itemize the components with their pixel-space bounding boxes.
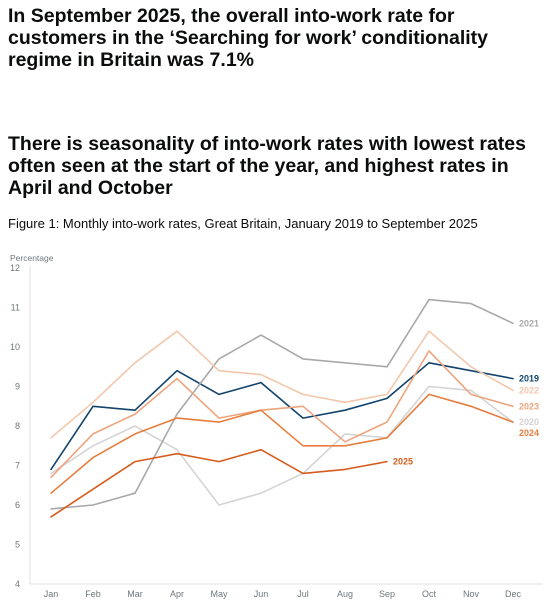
series-label-2021: 2021 <box>519 318 539 328</box>
axes: 4 5 6 7 8 9 10 11 12 Jan Feb Mar Apr May Jun Jul Aug Sep O… <box>10 263 543 599</box>
x-tick-label: Oct <box>422 589 437 599</box>
x-tick-label: Jun <box>254 589 269 599</box>
series-line-2019 <box>50 362 514 471</box>
y-tick-label: 12 <box>10 263 20 273</box>
y-tick-label: 11 <box>11 303 20 313</box>
y-tick-label: 9 <box>15 382 20 392</box>
y-tick-label: 7 <box>15 461 20 471</box>
series-lines <box>50 298 514 518</box>
figure-caption: Figure 1: Monthly into-work rates, Great… <box>8 216 478 231</box>
subheadline: There is seasonality of into-work rates … <box>8 133 526 199</box>
x-tick-label: Apr <box>170 589 184 599</box>
x-tick-label: Jan <box>44 589 59 599</box>
y-tick-label: 4 <box>15 579 20 589</box>
series-labels: 2019 2020 2021 2022 2023 2024 2025 <box>393 318 539 466</box>
series-line-2022 <box>50 330 514 439</box>
x-tick-label: Sep <box>379 589 395 599</box>
y-tick-label: 8 <box>15 421 20 431</box>
x-tick-label: Feb <box>85 589 101 599</box>
y-tick-label: 6 <box>15 500 20 510</box>
headline: In September 2025, the overall into-work… <box>8 5 489 71</box>
x-tick-label: Dec <box>505 589 522 599</box>
x-tick-label: Aug <box>337 589 353 599</box>
series-line-2021 <box>50 298 514 510</box>
line-chart: Percentage 4 5 6 7 8 9 10 11 12 Jan Feb Mar Apr May Ju… <box>10 253 543 599</box>
y-tick-label: 10 <box>10 342 20 352</box>
series-label-2022: 2022 <box>519 385 539 395</box>
series-label-2025: 2025 <box>393 457 413 467</box>
series-line-2023 <box>50 350 514 479</box>
series-label-2024: 2024 <box>519 428 539 438</box>
x-tick-label: May <box>210 589 228 599</box>
x-tick-label: Mar <box>127 589 143 599</box>
y-tick-label: 5 <box>15 540 20 550</box>
series-label-2020: 2020 <box>519 417 539 427</box>
series-line-2020 <box>50 385 514 506</box>
series-line-2025 <box>50 448 388 518</box>
y-axis-label: Percentage <box>10 253 54 263</box>
series-label-2019: 2019 <box>519 374 539 384</box>
series-line-2024 <box>50 393 514 494</box>
series-label-2023: 2023 <box>519 401 539 411</box>
x-tick-label: Jul <box>297 589 309 599</box>
x-tick-label: Nov <box>463 589 480 599</box>
